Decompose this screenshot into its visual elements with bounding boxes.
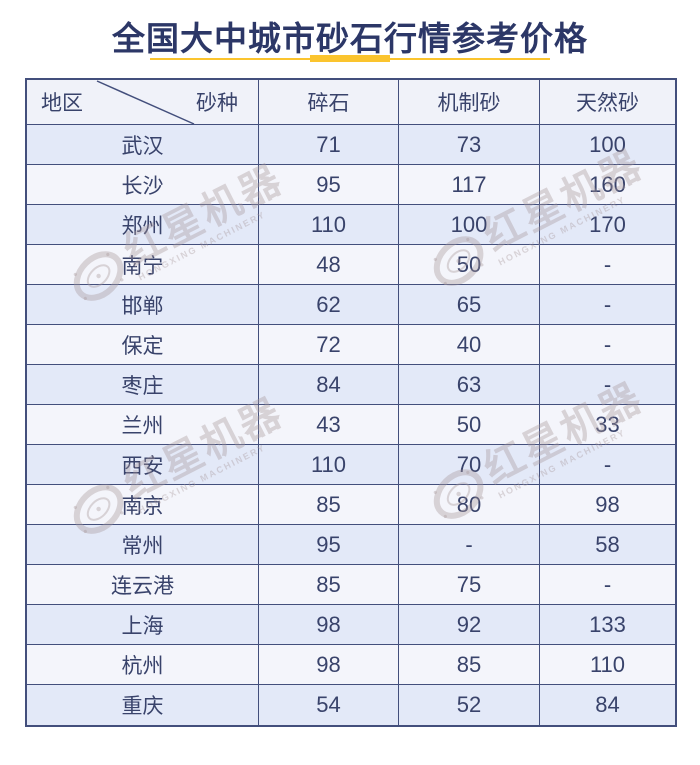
value-cell: 85	[259, 485, 399, 525]
table-row: 郑州 110 100 170	[27, 205, 675, 245]
city-cell: 南京	[27, 485, 259, 525]
city-cell: 常州	[27, 525, 259, 565]
value-cell: 65	[399, 285, 540, 325]
value-cell: 62	[259, 285, 399, 325]
value-cell: 50	[399, 245, 540, 285]
value-cell: 98	[259, 645, 399, 685]
value-cell: -	[540, 245, 675, 285]
city-cell: 杭州	[27, 645, 259, 685]
value-cell: 98	[540, 485, 675, 525]
value-cell: -	[399, 525, 540, 565]
corner-cell: 地区 砂种	[27, 80, 259, 125]
value-cell: 117	[399, 165, 540, 205]
table-row: 保定 72 40-	[27, 325, 675, 365]
table-row: 长沙 95 117 160	[27, 165, 675, 205]
value-cell: 80	[399, 485, 540, 525]
value-cell: 43	[259, 405, 399, 445]
title-underline-accent	[310, 55, 390, 62]
value-cell: -	[540, 285, 675, 325]
value-cell: 95	[259, 165, 399, 205]
value-cell: 170	[540, 205, 675, 245]
value-cell: 100	[399, 205, 540, 245]
city-cell: 保定	[27, 325, 259, 365]
value-cell: 85	[399, 645, 540, 685]
city-cell: 长沙	[27, 165, 259, 205]
value-cell: 52	[399, 685, 540, 725]
sand-type-label: 砂种	[196, 92, 238, 115]
city-cell: 南宁	[27, 245, 259, 285]
value-cell: 54	[259, 685, 399, 725]
city-cell: 邯郸	[27, 285, 259, 325]
value-cell: 110	[259, 205, 399, 245]
value-cell: 33	[540, 405, 675, 445]
value-cell: 75	[399, 565, 540, 605]
value-cell: 85	[259, 565, 399, 605]
table-row: 兰州 43 50 33	[27, 405, 675, 445]
value-cell: 84	[540, 685, 675, 725]
city-cell: 西安	[27, 445, 259, 485]
city-cell: 武汉	[27, 125, 259, 165]
table-header-row: 地区 砂种 碎石 机制砂 天然砂	[27, 80, 675, 125]
table-row: 武汉 71 73 100	[27, 125, 675, 165]
value-cell: 160	[540, 165, 675, 205]
column-header-natural-sand: 天然砂	[540, 80, 675, 125]
table-row: 南宁 48 50-	[27, 245, 675, 285]
page-title: 全国大中城市砂石行情参考价格	[112, 20, 588, 57]
value-cell: 92	[399, 605, 540, 645]
value-cell: 73	[399, 125, 540, 165]
value-cell: 40	[399, 325, 540, 365]
table-row: 上海 98 92 133	[27, 605, 675, 645]
city-cell: 重庆	[27, 685, 259, 725]
value-cell: 133	[540, 605, 675, 645]
value-cell: 58	[540, 525, 675, 565]
table-row: 连云港 85 75-	[27, 565, 675, 605]
value-cell: 72	[259, 325, 399, 365]
table-row: 重庆 54 52 84	[27, 685, 675, 725]
value-cell: 98	[259, 605, 399, 645]
value-cell: -	[540, 445, 675, 485]
value-cell: -	[540, 325, 675, 365]
value-cell: 63	[399, 365, 540, 405]
value-cell: 48	[259, 245, 399, 285]
price-table: 地区 砂种 碎石 机制砂 天然砂 武汉 71 73 100 长沙 95 117 160 郑州 11…	[25, 78, 677, 727]
value-cell: 84	[259, 365, 399, 405]
city-cell: 连云港	[27, 565, 259, 605]
table-row: 邯郸 62 65-	[27, 285, 675, 325]
value-cell: 110	[540, 645, 675, 685]
column-header-machine-made-sand: 机制砂	[399, 80, 540, 125]
table-row: 枣庄 84 63-	[27, 365, 675, 405]
table-row: 西安 110 70-	[27, 445, 675, 485]
value-cell: 50	[399, 405, 540, 445]
value-cell: 71	[259, 125, 399, 165]
table-row: 常州 95-58	[27, 525, 675, 565]
value-cell: 100	[540, 125, 675, 165]
value-cell: 70	[399, 445, 540, 485]
value-cell: -	[540, 365, 675, 405]
city-cell: 枣庄	[27, 365, 259, 405]
value-cell: -	[540, 565, 675, 605]
diagonal-line	[96, 80, 195, 125]
city-cell: 郑州	[27, 205, 259, 245]
city-cell: 兰州	[27, 405, 259, 445]
column-header-crushed-stone: 碎石	[259, 80, 399, 125]
city-cell: 上海	[27, 605, 259, 645]
region-label: 地区	[41, 92, 83, 115]
table-row: 杭州 98 85 110	[27, 645, 675, 685]
value-cell: 95	[259, 525, 399, 565]
table-row: 南京 85 80 98	[27, 485, 675, 525]
value-cell: 110	[259, 445, 399, 485]
